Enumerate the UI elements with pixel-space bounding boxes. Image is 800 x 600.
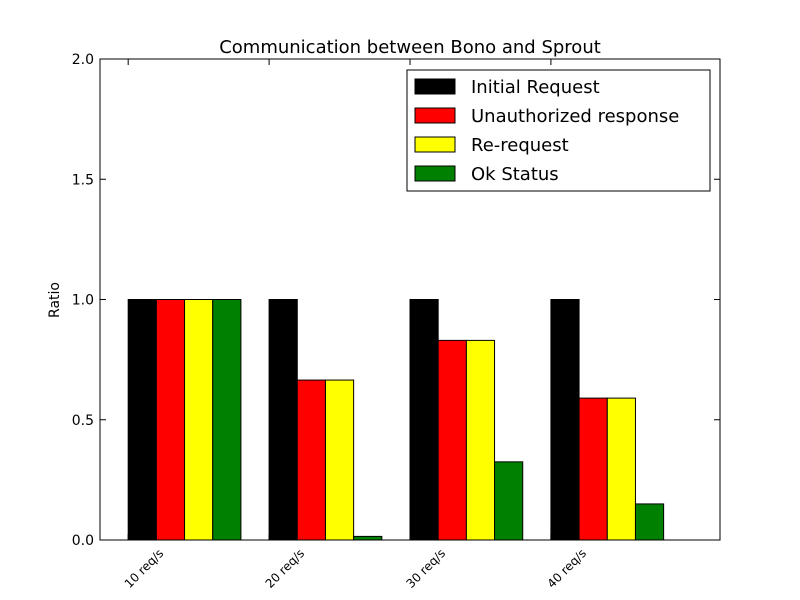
- bar-ok-status-2: [353, 535, 383, 541]
- bar-initial-request-3: [409, 299, 439, 541]
- y-tick-label: 2.0: [72, 52, 94, 68]
- legend-swatch: [414, 165, 456, 182]
- legend-box: [406, 69, 711, 192]
- y-tick-label: 1.5: [72, 172, 94, 188]
- legend-label: Initial Request: [471, 77, 600, 98]
- legend-swatch: [414, 107, 456, 124]
- bar-ok-status-3: [494, 461, 524, 541]
- bar-unauthorized-response-2: [296, 379, 326, 541]
- bar-re-request-3: [465, 339, 496, 541]
- legend-label: Unauthorized response: [471, 106, 679, 127]
- x-tick-label: 40 req/s: [544, 546, 589, 591]
- bar-re-request-4: [606, 397, 636, 541]
- x-tick-label: 30 req/s: [404, 546, 449, 591]
- legend-swatch: [414, 136, 456, 153]
- y-axis-label: Ratio: [47, 282, 63, 318]
- legend-label: Re-request: [471, 135, 569, 156]
- bars-group: [127, 299, 665, 541]
- bar-initial-request-4: [550, 299, 580, 541]
- bar-unauthorized-response-4: [578, 397, 608, 541]
- x-tick-label: 10 req/s: [122, 546, 167, 591]
- bar-unauthorized-response-1: [155, 299, 186, 541]
- bar-ok-status-4: [634, 503, 665, 541]
- bar-re-request-2: [324, 379, 355, 541]
- x-tick-label: 20 req/s: [263, 546, 308, 591]
- legend: Initial Request Unauthorized response Re-r…: [406, 69, 711, 192]
- bar-initial-request-1: [127, 299, 157, 541]
- legend-swatch: [414, 78, 456, 95]
- legend-label: Ok Status: [471, 164, 559, 185]
- bar-re-request-1: [184, 299, 214, 541]
- y-tick-label: 1.0: [72, 293, 94, 309]
- chart-title: Communication between Bono and Sprout: [219, 37, 601, 58]
- y-tick-label: 0.5: [72, 413, 94, 429]
- bar-initial-request-2: [268, 299, 298, 541]
- y-tick-label: 0.0: [72, 533, 94, 549]
- bar-ok-status-1: [212, 299, 242, 541]
- bar-unauthorized-response-3: [437, 339, 467, 541]
